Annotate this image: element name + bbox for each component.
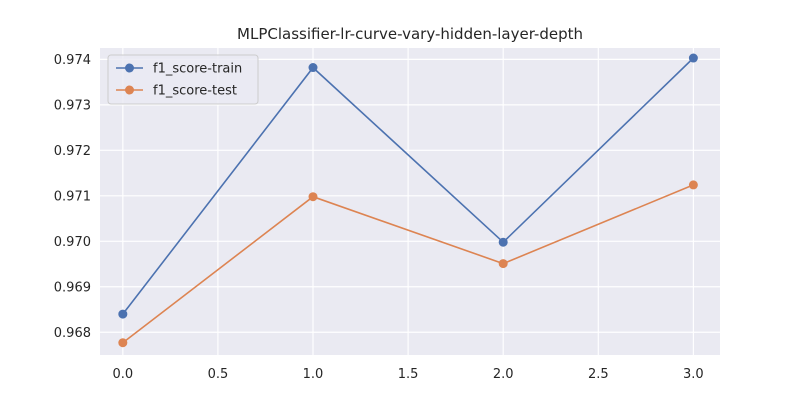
data-point (308, 63, 318, 73)
y-tick-label: 0.973 (54, 98, 91, 113)
y-tick-label: 0.972 (54, 144, 91, 159)
data-point (498, 237, 508, 247)
series-1 (118, 53, 698, 319)
legend-label: f1_score-train (153, 62, 242, 77)
x-tick-label: 0.5 (208, 367, 229, 382)
legend-marker (125, 63, 134, 73)
x-tick-label: 2.5 (588, 367, 609, 382)
y-axis: 0.968 0.969 0.970 0.971 0.972 0.973 0.974 (54, 53, 91, 341)
series-line (122, 57, 694, 315)
x-tick-label: 1.5 (398, 367, 419, 382)
y-tick-label: 0.974 (54, 53, 91, 68)
series-line (122, 184, 694, 344)
legend-box (107, 54, 259, 105)
legend-marker (125, 85, 134, 95)
data-point (118, 309, 128, 319)
y-tick-label: 0.970 (54, 235, 91, 250)
legend-label: f1_score-test (153, 84, 237, 99)
data-point (118, 338, 128, 348)
series-2 (118, 180, 698, 348)
data-point (308, 192, 318, 202)
x-tick-label: 3.0 (683, 367, 704, 382)
legend: f1_score-train f1_score-test (107, 54, 259, 105)
series-layer (118, 53, 698, 348)
x-tick-label: 0.0 (112, 367, 133, 382)
data-point (688, 53, 698, 63)
y-tick-label: 0.969 (54, 280, 91, 295)
x-tick-label: 2.0 (493, 367, 514, 382)
data-point (688, 180, 698, 190)
x-axis: 0.0 0.5 1.0 1.5 2.0 2.5 3.0 (112, 367, 703, 382)
chart-title: MLPClassifier-lr-curve-vary-hidden-layer… (237, 25, 583, 43)
data-point (498, 259, 508, 269)
y-tick-label: 0.971 (54, 189, 91, 204)
y-tick-label: 0.968 (54, 326, 91, 341)
grid (100, 48, 720, 355)
x-tick-label: 1.0 (303, 367, 324, 382)
